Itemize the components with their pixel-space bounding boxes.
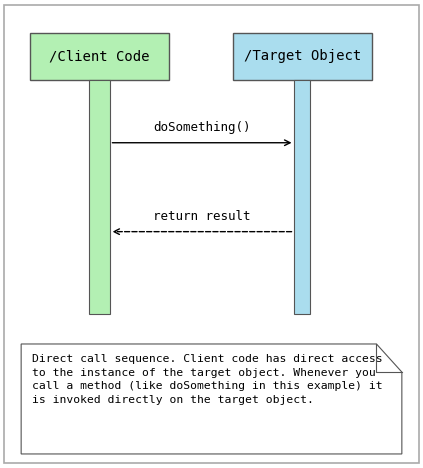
- Bar: [30, 33, 169, 80]
- Text: Direct call sequence. Client code has direct access
to the instance of the targe: Direct call sequence. Client code has di…: [32, 354, 382, 405]
- Text: /Target Object: /Target Object: [244, 49, 361, 63]
- Text: doSomething(): doSomething(): [153, 121, 251, 134]
- Text: /Client Code: /Client Code: [49, 49, 150, 63]
- Polygon shape: [21, 344, 402, 454]
- Text: return result: return result: [153, 210, 251, 223]
- Bar: [89, 80, 110, 314]
- Bar: [294, 80, 310, 314]
- Bar: [233, 33, 372, 80]
